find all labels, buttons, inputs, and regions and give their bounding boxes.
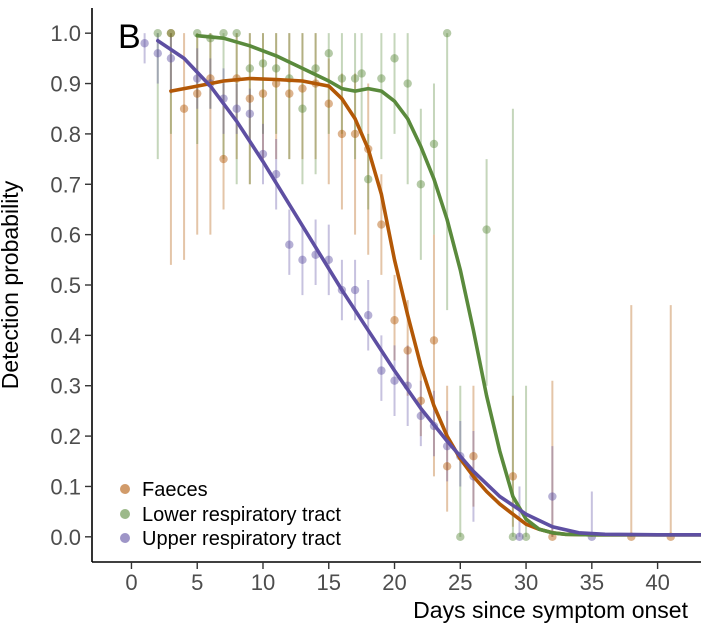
y-tick-label: 0.3 [50,374,81,399]
data-point [311,64,320,73]
data-point [390,316,399,325]
data-point [456,532,465,542]
data-point [153,28,162,38]
data-point [442,28,452,38]
legend-swatch-faeces [120,484,130,494]
data-point [193,89,202,98]
data-point [245,109,255,118]
data-point [364,311,373,320]
data-point [429,336,439,345]
data-point [508,472,518,481]
x-tick-label: 20 [382,570,406,595]
x-axis-title: Days since symptom onset [413,597,688,623]
y-tick-label: 0.1 [50,474,81,499]
data-point [179,104,189,113]
data-point [245,64,255,73]
data-point [357,69,366,78]
data-point [548,492,557,501]
error-bars-layer [143,33,672,537]
data-point [337,74,347,83]
data-point [285,89,294,98]
y-tick-label: 1.0 [50,21,81,46]
y-tick-label: 0.0 [50,525,81,550]
y-tick-label: 0.8 [50,122,81,147]
x-tick-label: 25 [448,570,472,595]
data-point [350,285,360,295]
data-point [403,79,412,88]
data-point [377,366,386,375]
y-tick-label: 0.4 [50,323,81,348]
data-point [515,532,524,542]
data-point [390,54,399,63]
data-point [350,74,360,83]
data-point [324,99,333,108]
legend-swatch-lower-respiratory [120,509,130,519]
legend: Faeces Lower respiratory tract Upper res… [120,479,341,550]
fitted-curve [195,33,701,537]
data-point [469,452,478,461]
data-point [258,59,268,68]
y-tick-label: 0.6 [50,223,81,248]
legend-label-upper-respiratory: Upper respiratory tract [142,528,341,550]
y-tick-label: 0.5 [50,273,81,298]
x-tick-label: 35 [580,570,604,595]
data-point [166,54,176,63]
data-point [364,175,373,184]
data-point [219,154,228,164]
data-point [219,28,228,38]
data-point [298,104,307,113]
data-point [153,49,162,58]
data-point [403,346,412,355]
data-point [140,39,149,48]
data-point [166,28,176,38]
fitted-curve [156,38,701,537]
data-point [508,532,518,542]
data-point [298,255,307,265]
data-point [377,74,386,83]
x-tick-label: 30 [514,570,538,595]
data-point [298,84,307,93]
x-tick-label: 10 [251,570,275,595]
fitted-curves-layer [156,33,701,537]
x-tick-label: 40 [645,570,669,595]
data-point [271,64,281,73]
y-ticks: 0.0 0.1 0.2 0.3 0.4 0.5 0.6 0.7 0.8 0.9 1.0 [50,21,92,550]
data-point [416,180,426,189]
data-point [232,104,241,113]
data-point [350,129,360,139]
data-point [390,376,399,385]
data-point [166,28,176,38]
x-tick-label: 15 [317,570,341,595]
data-point [271,79,281,88]
data-point [429,139,439,149]
y-tick-label: 0.7 [50,172,81,197]
data-point [258,89,268,98]
data-point [245,94,255,103]
legend-swatch-upper-respiratory [120,533,130,543]
x-tick-label: 5 [191,570,203,595]
y-axis-title: Detection probability [0,180,23,389]
data-point [521,532,531,542]
legend-label-faeces: Faeces [142,479,208,501]
x-ticks: 0 5 10 15 20 25 30 35 40 [125,562,670,595]
data-point [232,28,241,38]
y-tick-label: 0.2 [50,424,81,449]
legend-label-lower-respiratory: Lower respiratory tract [142,504,341,526]
data-point [482,225,491,234]
data-point [442,462,452,471]
data-point [324,49,333,58]
data-point [337,129,347,139]
data-point [285,240,294,249]
panel-label: B [118,18,141,56]
x-tick-label: 0 [125,570,137,595]
data-point [206,74,215,83]
data-point [377,220,386,229]
y-tick-label: 0.9 [50,72,81,97]
